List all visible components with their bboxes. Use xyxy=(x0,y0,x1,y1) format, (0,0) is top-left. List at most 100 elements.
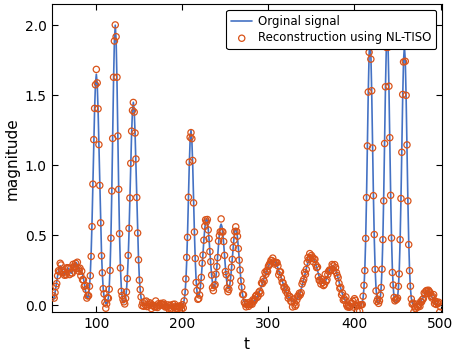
Reconstruction using NL-TISO xyxy=(283,287,290,292)
Reconstruction using NL-TISO xyxy=(52,284,60,289)
Reconstruction using NL-TISO xyxy=(407,283,414,289)
Reconstruction using NL-TISO xyxy=(278,279,286,285)
Reconstruction using NL-TISO xyxy=(152,298,159,304)
Reconstruction using NL-TISO xyxy=(201,224,208,229)
Reconstruction using NL-TISO xyxy=(284,290,291,296)
Reconstruction using NL-TISO xyxy=(93,67,100,72)
Reconstruction using NL-TISO xyxy=(111,38,118,44)
Reconstruction using NL-TISO xyxy=(339,290,346,296)
Reconstruction using NL-TISO xyxy=(379,237,387,242)
Reconstruction using NL-TISO xyxy=(278,275,285,281)
Reconstruction using NL-TISO xyxy=(122,295,129,301)
Reconstruction using NL-TISO xyxy=(310,259,317,265)
Reconstruction using NL-TISO xyxy=(272,260,279,266)
Reconstruction using NL-TISO xyxy=(50,295,58,301)
Reconstruction using NL-TISO xyxy=(193,288,201,293)
Reconstruction using NL-TISO xyxy=(420,296,427,302)
Reconstruction using NL-TISO xyxy=(107,235,114,241)
Reconstruction using NL-TISO xyxy=(376,298,383,304)
Reconstruction using NL-TISO xyxy=(311,256,319,262)
Reconstruction using NL-TISO xyxy=(137,294,145,300)
Reconstruction using NL-TISO xyxy=(76,268,83,274)
Reconstruction using NL-TISO xyxy=(195,296,202,302)
Reconstruction using NL-TISO xyxy=(297,292,304,298)
Reconstruction using NL-TISO xyxy=(417,299,425,304)
Orginal signal xyxy=(50,298,56,302)
Reconstruction using NL-TISO xyxy=(264,269,271,274)
Reconstruction using NL-TISO xyxy=(245,303,252,309)
Reconstruction using NL-TISO xyxy=(170,304,177,310)
Reconstruction using NL-TISO xyxy=(125,225,133,231)
Reconstruction using NL-TISO xyxy=(231,229,239,234)
Reconstruction using NL-TISO xyxy=(233,229,240,234)
Reconstruction using NL-TISO xyxy=(51,290,59,295)
Reconstruction using NL-TISO xyxy=(258,280,265,286)
Reconstruction using NL-TISO xyxy=(181,289,189,295)
Reconstruction using NL-TISO xyxy=(215,238,222,244)
Reconstruction using NL-TISO xyxy=(55,268,62,274)
Reconstruction using NL-TISO xyxy=(89,181,97,187)
Reconstruction using NL-TISO xyxy=(292,302,300,308)
Reconstruction using NL-TISO xyxy=(139,300,147,305)
Reconstruction using NL-TISO xyxy=(200,237,207,243)
Reconstruction using NL-TISO xyxy=(425,289,433,294)
Reconstruction using NL-TISO xyxy=(247,299,254,305)
Reconstruction using NL-TISO xyxy=(287,299,294,304)
Reconstruction using NL-TISO xyxy=(191,229,198,235)
Orginal signal xyxy=(69,271,74,276)
Reconstruction using NL-TISO xyxy=(303,267,310,272)
Reconstruction using NL-TISO xyxy=(60,270,67,276)
Reconstruction using NL-TISO xyxy=(153,304,160,309)
Reconstruction using NL-TISO xyxy=(262,272,269,277)
Reconstruction using NL-TISO xyxy=(342,294,349,300)
Reconstruction using NL-TISO xyxy=(121,301,128,307)
Reconstruction using NL-TISO xyxy=(323,277,331,282)
Reconstruction using NL-TISO xyxy=(341,298,349,303)
Reconstruction using NL-TISO xyxy=(294,293,301,299)
Reconstruction using NL-TISO xyxy=(395,283,402,289)
Reconstruction using NL-TISO xyxy=(214,255,221,261)
Reconstruction using NL-TISO xyxy=(95,142,103,147)
Reconstruction using NL-TISO xyxy=(120,297,127,302)
Reconstruction using NL-TISO xyxy=(363,195,370,200)
Reconstruction using NL-TISO xyxy=(252,294,259,299)
Reconstruction using NL-TISO xyxy=(59,269,66,275)
Reconstruction using NL-TISO xyxy=(236,267,244,273)
Reconstruction using NL-TISO xyxy=(394,295,401,301)
Reconstruction using NL-TISO xyxy=(383,28,391,34)
Reconstruction using NL-TISO xyxy=(123,289,130,295)
Reconstruction using NL-TISO xyxy=(179,302,186,308)
Reconstruction using NL-TISO xyxy=(398,150,405,155)
Reconstruction using NL-TISO xyxy=(335,281,343,286)
Reconstruction using NL-TISO xyxy=(393,297,400,302)
Reconstruction using NL-TISO xyxy=(49,293,57,299)
Reconstruction using NL-TISO xyxy=(118,289,125,294)
Reconstruction using NL-TISO xyxy=(205,236,213,241)
Reconstruction using NL-TISO xyxy=(74,260,81,265)
Reconstruction using NL-TISO xyxy=(295,294,302,299)
Reconstruction using NL-TISO xyxy=(433,299,441,305)
Reconstruction using NL-TISO xyxy=(205,227,212,233)
Reconstruction using NL-TISO xyxy=(290,300,298,305)
Reconstruction using NL-TISO xyxy=(308,253,315,258)
Reconstruction using NL-TISO xyxy=(159,302,166,307)
Reconstruction using NL-TISO xyxy=(120,299,127,305)
Reconstruction using NL-TISO xyxy=(212,282,219,288)
Reconstruction using NL-TISO xyxy=(54,273,61,279)
Reconstruction using NL-TISO xyxy=(365,89,372,95)
Reconstruction using NL-TISO xyxy=(115,187,122,192)
Reconstruction using NL-TISO xyxy=(434,301,442,307)
Reconstruction using NL-TISO xyxy=(255,289,262,295)
Reconstruction using NL-TISO xyxy=(289,304,296,310)
Reconstruction using NL-TISO xyxy=(353,303,360,309)
Reconstruction using NL-TISO xyxy=(296,290,303,296)
Reconstruction using NL-TISO xyxy=(268,258,276,263)
Reconstruction using NL-TISO xyxy=(143,304,151,309)
Reconstruction using NL-TISO xyxy=(326,267,333,273)
Reconstruction using NL-TISO xyxy=(405,242,412,247)
Reconstruction using NL-TISO xyxy=(315,274,322,279)
Reconstruction using NL-TISO xyxy=(131,109,138,115)
Reconstruction using NL-TISO xyxy=(136,277,143,283)
Reconstruction using NL-TISO xyxy=(213,264,220,269)
Reconstruction using NL-TISO xyxy=(147,301,154,307)
